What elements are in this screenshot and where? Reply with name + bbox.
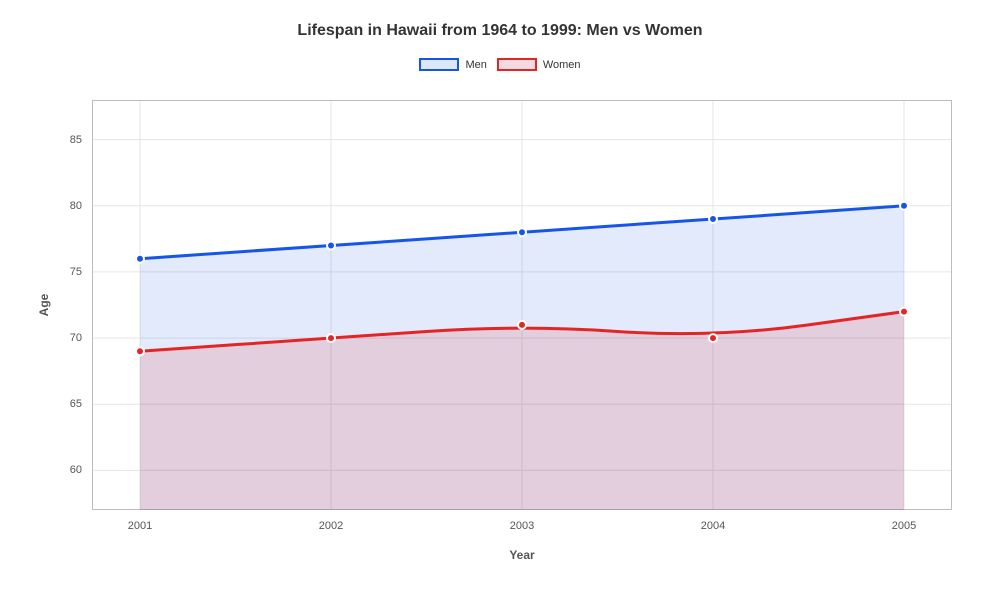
y-tick-label: 60	[70, 464, 82, 476]
x-tick-label: 2003	[510, 520, 534, 532]
data-point-men[interactable]	[709, 215, 717, 223]
y-tick-label: 85	[70, 134, 82, 146]
chart-title: Lifespan in Hawaii from 1964 to 1999: Me…	[0, 0, 1000, 40]
x-tick-label: 2001	[128, 520, 152, 532]
x-tick-label: 2002	[319, 520, 343, 532]
x-tick-label: 2005	[892, 520, 916, 532]
data-point-men[interactable]	[900, 202, 908, 210]
y-tick-label: 75	[70, 266, 82, 278]
data-point-women[interactable]	[518, 321, 526, 329]
x-axis-title: Year	[509, 548, 534, 562]
legend-item-men[interactable]: Men	[419, 58, 486, 71]
legend-swatch-men	[419, 58, 459, 71]
data-point-women[interactable]	[136, 347, 144, 355]
legend: Men Women	[0, 58, 1000, 71]
legend-swatch-women	[497, 58, 537, 71]
data-point-women[interactable]	[709, 334, 717, 342]
data-point-women[interactable]	[900, 308, 908, 316]
plot-svg	[92, 100, 952, 510]
y-tick-label: 65	[70, 398, 82, 410]
y-axis-title: Age	[37, 294, 51, 317]
chart-container: Lifespan in Hawaii from 1964 to 1999: Me…	[0, 0, 1000, 600]
data-point-men[interactable]	[136, 255, 144, 263]
legend-label-women: Women	[543, 59, 581, 71]
legend-label-men: Men	[465, 59, 486, 71]
y-tick-label: 70	[70, 332, 82, 344]
y-tick-label: 80	[70, 200, 82, 212]
x-tick-label: 2004	[701, 520, 725, 532]
plot-area: 60657075808520012002200320042005	[92, 100, 952, 510]
data-point-men[interactable]	[327, 241, 335, 249]
data-point-women[interactable]	[327, 334, 335, 342]
legend-item-women[interactable]: Women	[497, 58, 581, 71]
data-point-men[interactable]	[518, 228, 526, 236]
